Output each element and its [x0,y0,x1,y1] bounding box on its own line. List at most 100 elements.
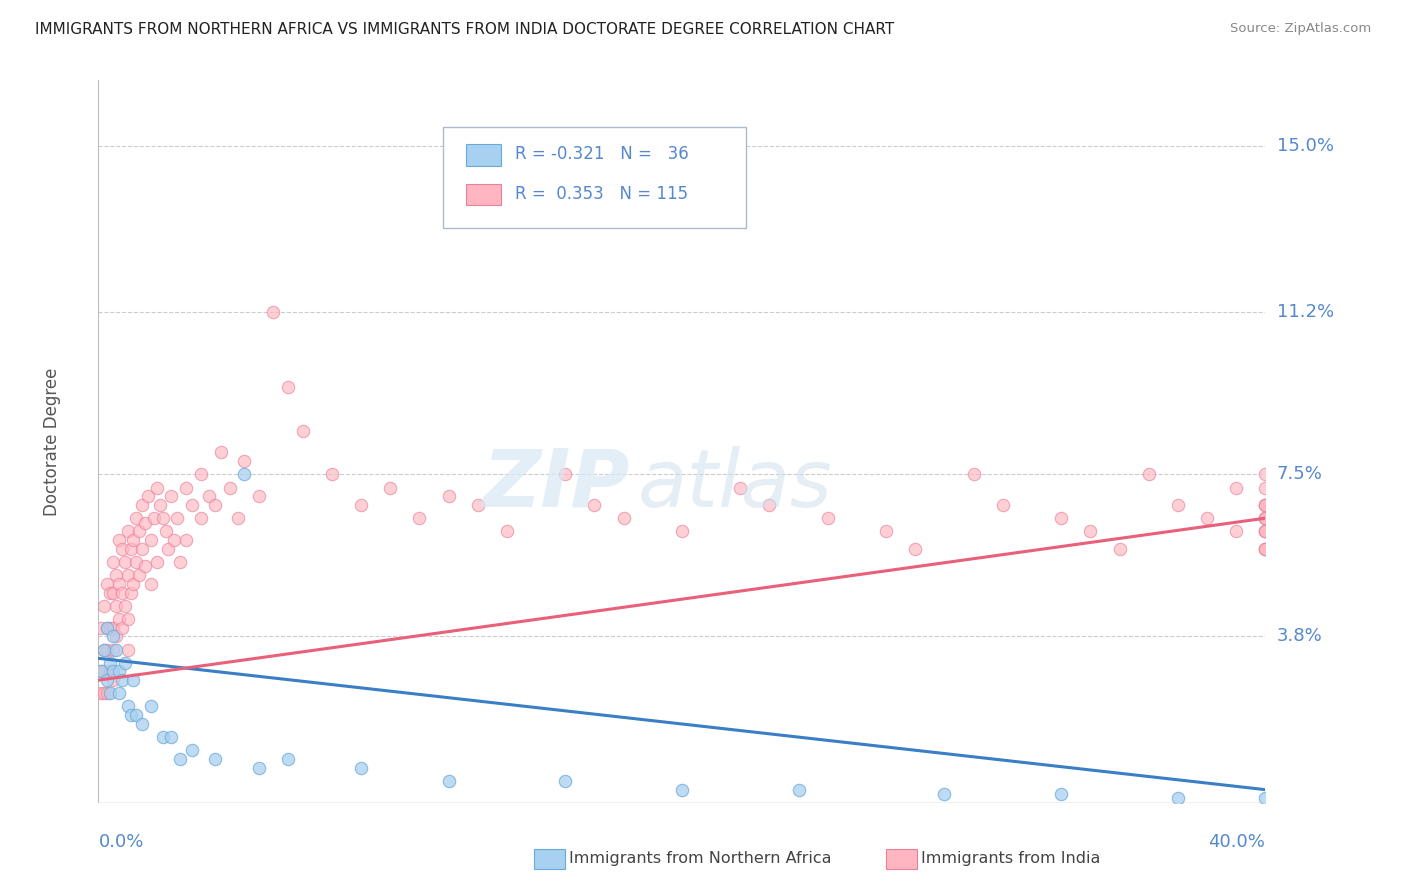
Point [437,489,460,503]
Point [180,743,202,757]
Text: IMMIGRANTS FROM NORTHERN AFRICA VS IMMIGRANTS FROM INDIA DOCTORATE DEGREE CORREL: IMMIGRANTS FROM NORTHERN AFRICA VS IMMIG… [35,22,894,37]
Point [101,621,124,635]
Point [321,467,343,482]
Point [101,629,124,643]
Point [101,585,124,599]
Point [122,673,145,688]
Text: 3.8%: 3.8% [1277,627,1322,646]
Point [93,642,115,657]
Point [496,524,519,539]
Point [180,498,202,512]
Point [142,511,165,525]
Point [128,524,150,539]
Text: 11.2%: 11.2% [1277,303,1334,321]
Point [583,498,606,512]
Point [120,585,142,599]
Point [991,498,1014,512]
Point [104,599,127,613]
Point [101,555,124,569]
Text: 7.5%: 7.5% [1277,466,1323,483]
Point [122,533,145,547]
Text: atlas: atlas [637,446,832,524]
Point [96,621,118,635]
Point [350,761,373,775]
Point [1254,524,1277,539]
Point [1254,541,1277,556]
Point [671,524,693,539]
Point [111,673,134,688]
Point [612,511,634,525]
Point [277,380,299,394]
Point [114,599,136,613]
Point [904,541,927,556]
Point [204,498,226,512]
Point [1254,511,1277,525]
Point [1225,524,1247,539]
Point [554,467,576,482]
Point [96,642,118,657]
Text: Immigrants from India: Immigrants from India [921,851,1101,865]
Point [136,489,159,503]
Point [163,533,186,547]
Point [174,533,197,547]
Point [962,467,984,482]
Point [96,577,118,591]
Point [104,568,127,582]
Point [108,533,131,547]
Point [96,686,118,700]
Point [146,555,169,569]
Point [1225,481,1247,495]
Point [1080,524,1102,539]
Point [1254,541,1277,556]
Point [90,621,112,635]
Point [169,555,191,569]
Point [101,665,124,679]
Point [817,511,839,525]
Point [233,454,256,468]
Point [90,665,112,679]
Point [108,686,131,700]
Point [934,787,956,801]
Point [1254,481,1277,495]
Point [875,524,897,539]
Point [101,673,124,688]
Point [1254,541,1277,556]
Point [146,481,169,495]
Point [380,481,402,495]
Point [114,656,136,670]
Point [117,612,139,626]
Point [1167,498,1189,512]
Point [262,305,284,319]
Point [152,730,174,744]
Text: 40.0%: 40.0% [1209,833,1265,851]
Point [131,498,153,512]
Point [90,665,112,679]
Point [1167,791,1189,805]
Point [1108,541,1130,556]
Point [209,445,232,459]
Point [1254,467,1277,482]
Point [108,577,131,591]
Point [1254,511,1277,525]
Point [169,752,191,766]
Text: Source: ZipAtlas.com: Source: ZipAtlas.com [1230,22,1371,36]
Point [166,511,188,525]
Point [131,717,153,731]
Point [291,424,314,438]
Point [157,541,180,556]
Text: 15.0%: 15.0% [1277,137,1333,155]
Point [149,498,172,512]
Point [233,467,256,482]
Text: Doctorate Degree: Doctorate Degree [42,368,60,516]
Point [204,752,226,766]
Point [98,656,121,670]
Point [125,555,148,569]
Point [111,621,134,635]
Point [174,481,197,495]
Point [101,642,124,657]
Point [1050,787,1073,801]
Point [1254,498,1277,512]
Point [160,489,183,503]
Point [1050,511,1073,525]
Point [1195,511,1218,525]
